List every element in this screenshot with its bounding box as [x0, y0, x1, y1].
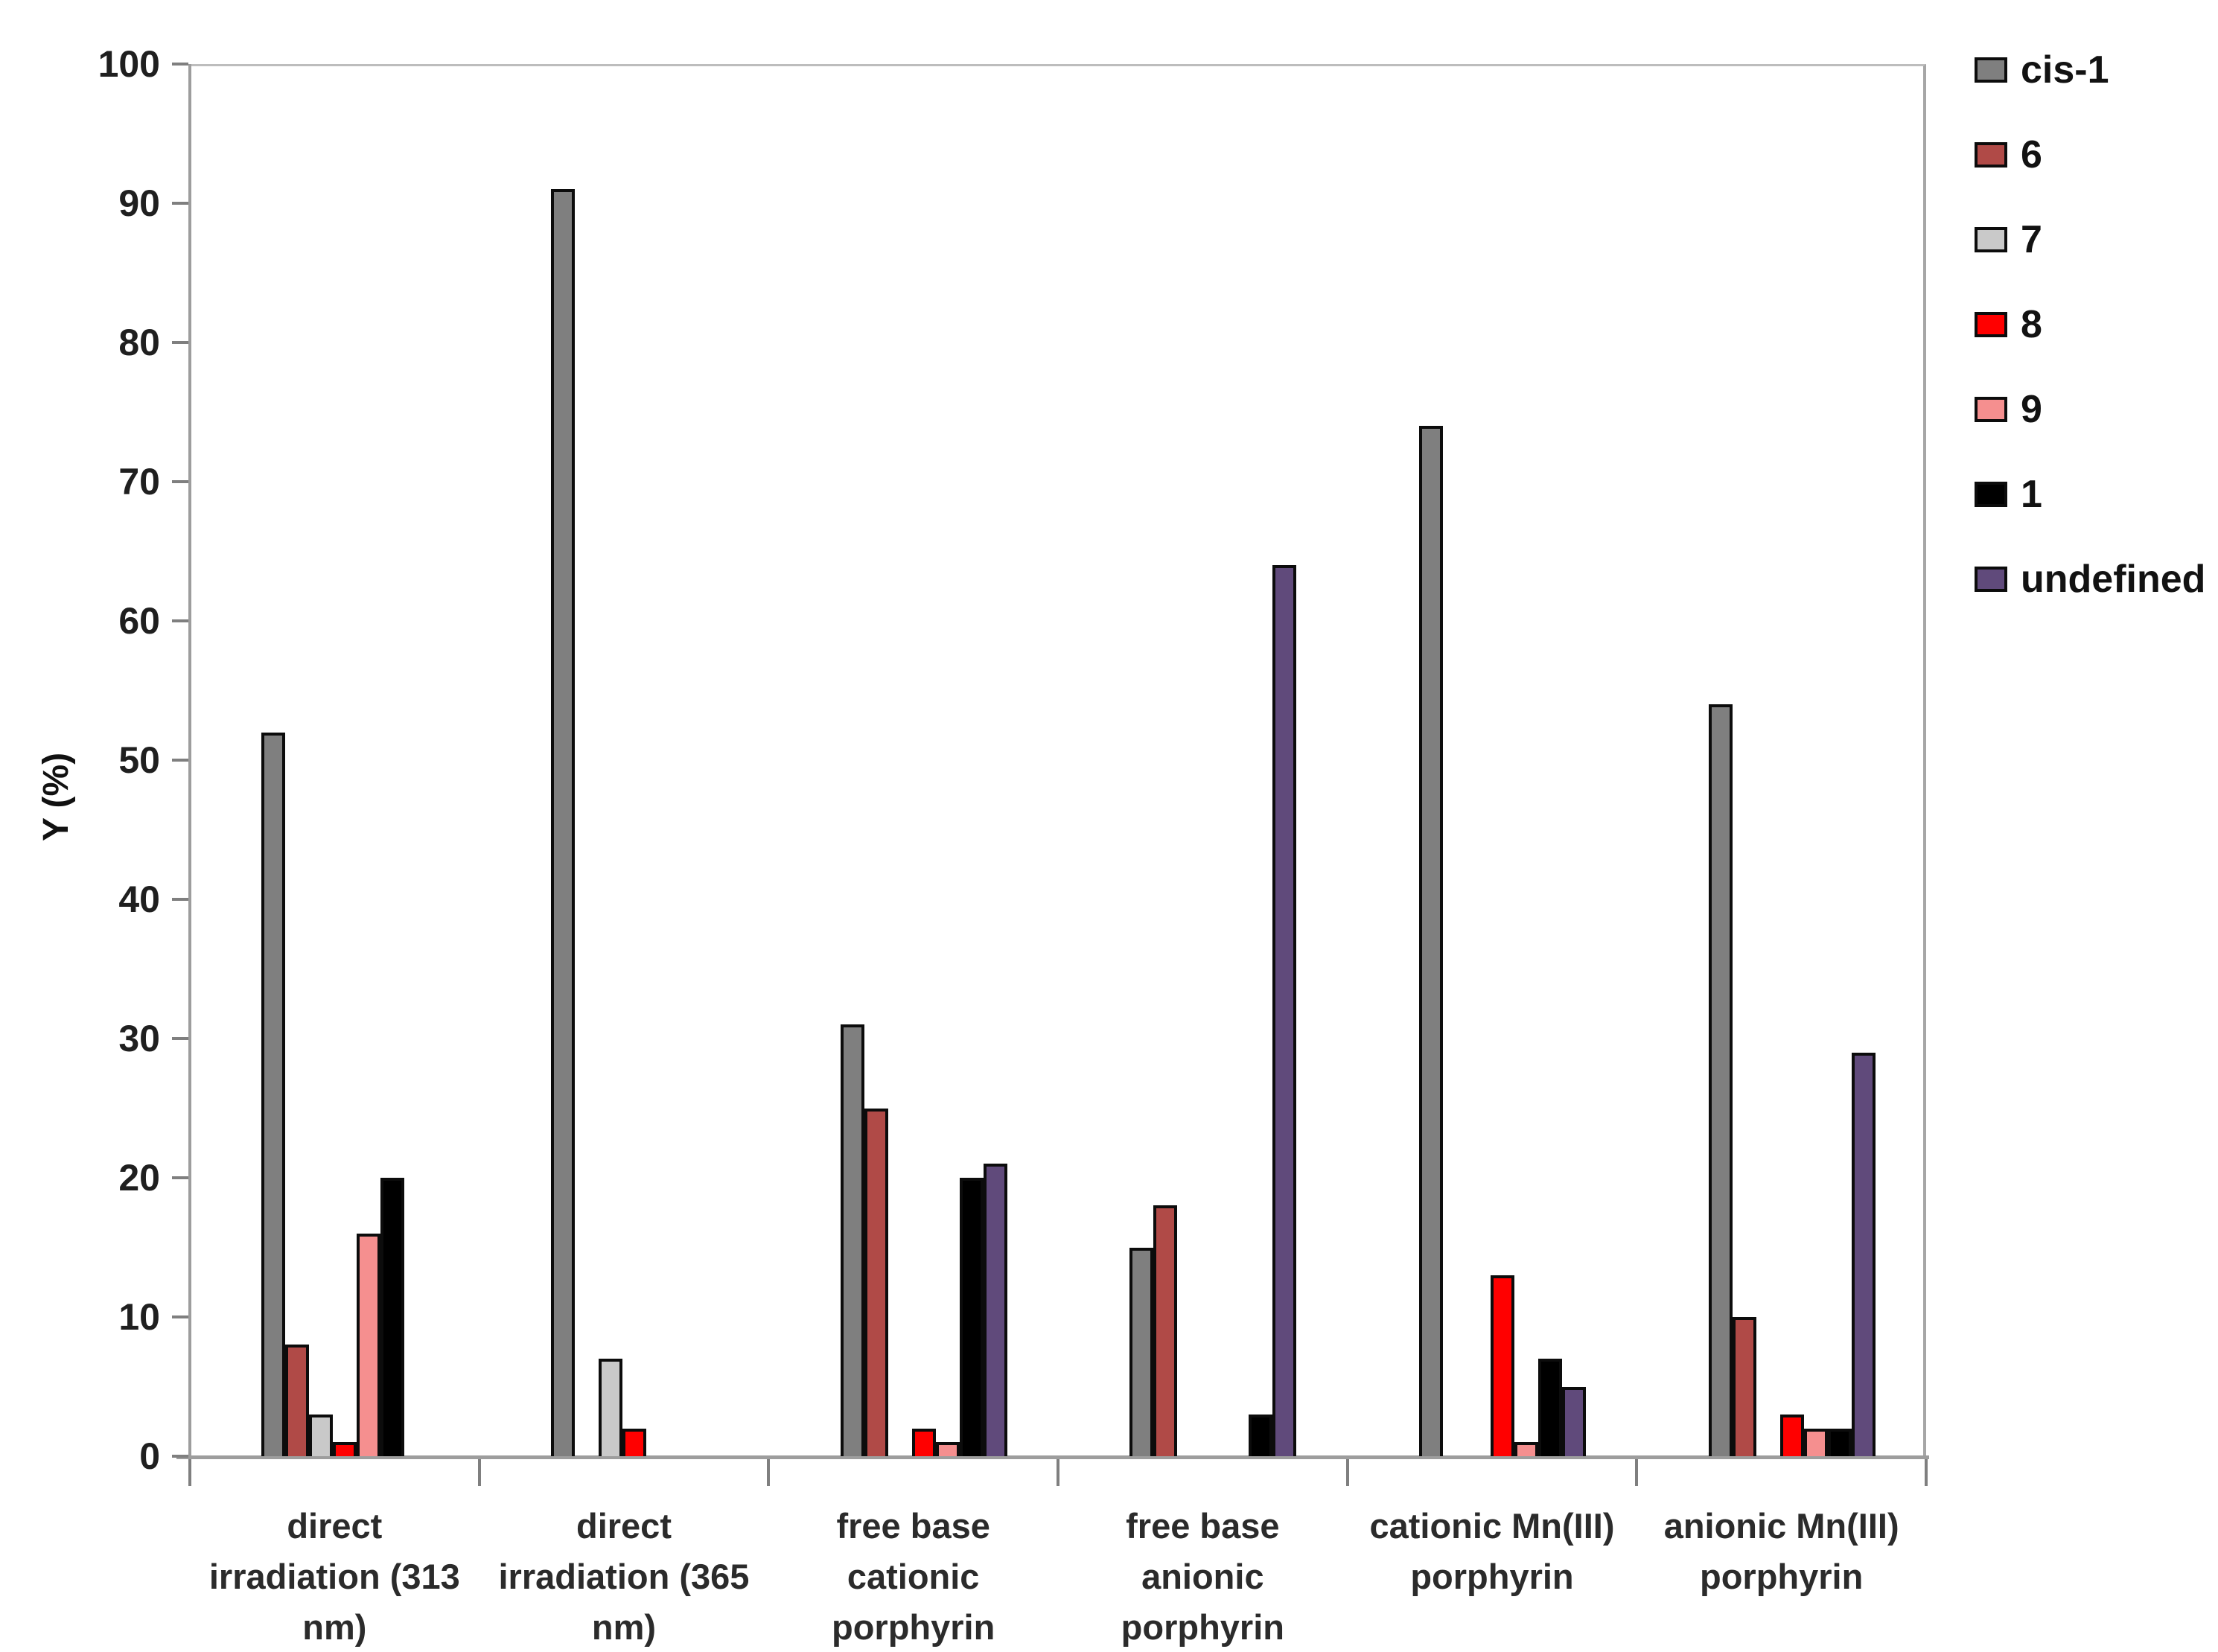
- x-axis-line: [176, 1455, 1929, 1459]
- legend-label: 9: [2021, 388, 2042, 431]
- legend-label: cis-1: [2021, 48, 2109, 92]
- bar-undefined-4: [1272, 565, 1297, 1456]
- x-axis-category-label: direct irradiation (313 nm): [208, 1506, 460, 1648]
- bar-cis-1-1: [261, 732, 286, 1456]
- legend-item-9: 9: [1975, 386, 2205, 433]
- y-axis-tick-label: 70: [118, 461, 160, 503]
- y-axis-tick-label: 90: [118, 182, 160, 224]
- legend-label: undefined: [2021, 558, 2206, 601]
- x-axis-category-label: free base anionic porphyrin: [1121, 1506, 1284, 1648]
- legend-item-8: 8: [1975, 301, 2205, 348]
- legend-label: 6: [2021, 133, 2042, 176]
- y-axis-tick-label: 40: [118, 878, 160, 920]
- legend-swatch-icon: [1975, 567, 2007, 592]
- legend-swatch-icon: [1975, 57, 2007, 83]
- x-axis-tick: [767, 1459, 771, 1486]
- bar-1-5: [1538, 1359, 1562, 1456]
- bar-6-4: [1153, 1205, 1178, 1456]
- y-axis-tick-label: 10: [118, 1296, 160, 1338]
- x-axis-category-label: anionic Mn(III) porphyrin: [1663, 1506, 1899, 1597]
- legend-label: 8: [2021, 303, 2042, 346]
- bar-undefined-5: [1562, 1386, 1586, 1456]
- bar-1-6: [1827, 1428, 1852, 1456]
- legend-swatch-icon: [1975, 142, 2007, 168]
- legend-item-cis-1: cis-1: [1975, 46, 2205, 94]
- y-axis-tick-label: 60: [118, 600, 160, 642]
- x-axis-tick: [188, 1459, 191, 1486]
- legend-item-1: 1: [1975, 471, 2205, 518]
- x-axis-category-label: direct irradiation (365 nm): [498, 1506, 750, 1648]
- legend-item-7: 7: [1975, 216, 2205, 264]
- y-axis-tick: [172, 202, 188, 205]
- y-axis-tick: [172, 619, 188, 622]
- bar-cis-1-3: [840, 1024, 864, 1456]
- x-axis-category-label: free base cationic porphyrin: [831, 1506, 995, 1648]
- y-axis-tick: [172, 1455, 188, 1458]
- y-axis-tick-label: 30: [118, 1018, 160, 1059]
- bar-8-2: [622, 1428, 646, 1456]
- legend-swatch-icon: [1975, 227, 2007, 252]
- y-axis-tick: [172, 63, 188, 66]
- y-axis-tick-label: 20: [118, 1157, 160, 1199]
- bar-8-1: [333, 1442, 357, 1456]
- legend-item-6: 6: [1975, 131, 2205, 179]
- bar-cis-1-6: [1708, 704, 1733, 1456]
- x-axis-tick: [1345, 1459, 1349, 1486]
- bar-6-3: [864, 1108, 888, 1456]
- bar-9-5: [1514, 1442, 1538, 1456]
- y-axis-tick-label: 0: [139, 1435, 160, 1477]
- y-axis-tick-label: 50: [118, 739, 160, 781]
- bar-8-3: [911, 1428, 936, 1456]
- bar-6-1: [285, 1345, 310, 1456]
- legend-swatch-icon: [1975, 312, 2007, 337]
- y-axis-line: [188, 64, 191, 1459]
- y-axis-tick: [172, 1315, 188, 1318]
- x-axis-tick: [1635, 1459, 1639, 1486]
- y-axis-tick: [172, 341, 188, 344]
- bar-1-1: [380, 1178, 405, 1456]
- bar-1-4: [1249, 1414, 1273, 1456]
- x-axis-tick: [477, 1459, 481, 1486]
- legend-label: 1: [2021, 473, 2042, 516]
- legend-swatch-icon: [1975, 482, 2007, 507]
- y-axis-tick: [172, 898, 188, 901]
- legend: cis-1 6 7 8 9 1 undefined: [1975, 46, 2205, 640]
- bar-undefined-3: [983, 1164, 1007, 1456]
- bar-cis-1-2: [551, 189, 575, 1456]
- bar-9-1: [357, 1233, 381, 1456]
- bar-cis-1-4: [1129, 1247, 1154, 1456]
- bar-7-1: [309, 1414, 334, 1456]
- y-axis-tick: [172, 480, 188, 483]
- bar-7-2: [599, 1359, 622, 1456]
- plot-area: [190, 64, 1926, 1456]
- bar-cis-1-5: [1419, 426, 1443, 1456]
- x-axis-category-label: cationic Mn(III) porphyrin: [1369, 1506, 1615, 1597]
- bar-1-3: [959, 1178, 984, 1456]
- y-axis-tick-label: 100: [98, 43, 160, 85]
- bar-9-3: [935, 1442, 960, 1456]
- y-axis-tick: [172, 1037, 188, 1040]
- x-axis-tick: [1925, 1459, 1928, 1486]
- y-axis-tick-label: 80: [118, 322, 160, 363]
- bar-8-6: [1779, 1414, 1804, 1456]
- bar-6-6: [1732, 1317, 1756, 1456]
- x-axis-tick: [1057, 1459, 1059, 1486]
- legend-item-undefined: undefined: [1975, 555, 2205, 603]
- legend-swatch-icon: [1975, 397, 2007, 422]
- bar-undefined-6: [1851, 1052, 1876, 1456]
- y-axis-tick: [172, 759, 188, 762]
- bar-8-5: [1491, 1275, 1514, 1456]
- bar-9-6: [1803, 1428, 1828, 1456]
- legend-label: 7: [2021, 218, 2042, 261]
- y-axis-tick: [172, 1176, 188, 1179]
